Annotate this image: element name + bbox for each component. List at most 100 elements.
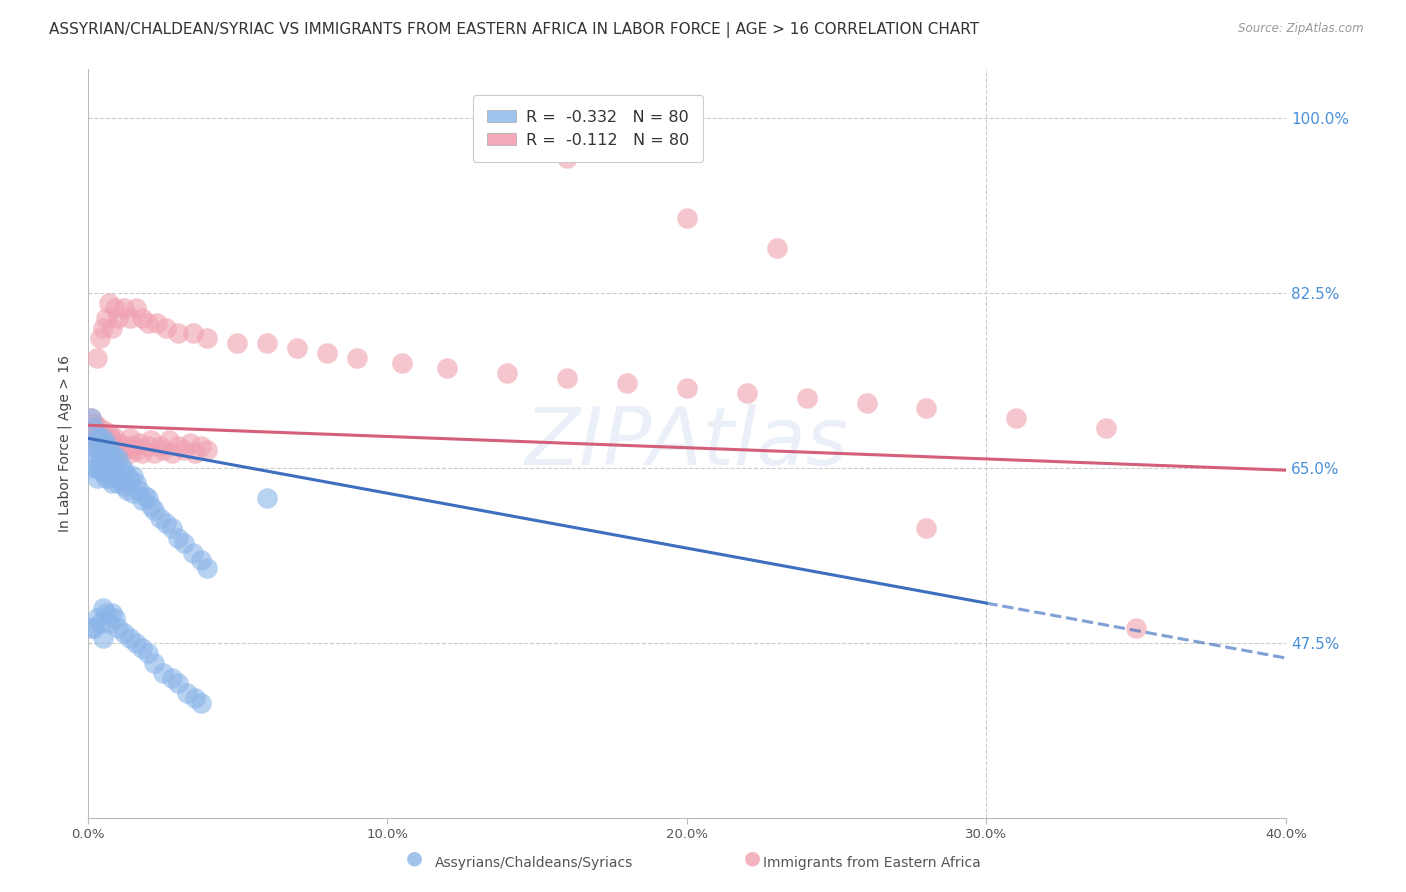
Text: ●: ● — [406, 848, 423, 867]
Point — [110, 473, 132, 487]
Point — [97, 296, 120, 310]
Point — [555, 371, 578, 385]
Point — [148, 511, 170, 525]
Point — [110, 459, 132, 474]
Point — [83, 461, 105, 475]
Point — [89, 441, 111, 455]
Point — [160, 671, 183, 685]
Point — [124, 636, 146, 650]
Point — [83, 421, 105, 435]
Point — [190, 696, 212, 710]
Point — [83, 416, 105, 430]
Point — [142, 446, 165, 460]
Point — [115, 439, 138, 453]
Point — [155, 321, 177, 335]
Point — [1005, 411, 1028, 425]
Point — [142, 503, 165, 517]
Point — [79, 411, 101, 425]
Point — [496, 366, 519, 380]
Point — [83, 431, 105, 445]
Point — [100, 434, 122, 448]
Point — [197, 331, 219, 345]
Point — [316, 346, 339, 360]
Point — [155, 516, 177, 530]
Point — [675, 381, 697, 395]
Point — [107, 451, 129, 466]
Point — [94, 311, 117, 326]
Point — [765, 241, 787, 255]
Point — [89, 451, 111, 466]
Point — [190, 553, 212, 567]
Point — [139, 499, 162, 513]
Point — [160, 446, 183, 460]
Point — [112, 479, 135, 493]
Point — [181, 326, 204, 341]
Point — [855, 396, 877, 410]
Point — [136, 316, 159, 330]
Point — [131, 641, 153, 656]
Point — [391, 356, 413, 370]
Point — [86, 471, 108, 485]
Point — [86, 441, 108, 455]
Point — [136, 491, 159, 505]
Point — [91, 439, 114, 453]
Point — [148, 439, 170, 453]
Text: Assyrians/Chaldeans/Syriacs: Assyrians/Chaldeans/Syriacs — [434, 855, 634, 870]
Point — [104, 451, 127, 466]
Point — [346, 351, 368, 366]
Point — [436, 361, 458, 376]
Point — [97, 616, 120, 631]
Point — [179, 436, 201, 450]
Point — [110, 439, 132, 453]
Point — [86, 351, 108, 366]
Point — [79, 411, 101, 425]
Point — [79, 451, 101, 466]
Point — [89, 426, 111, 441]
Point — [197, 561, 219, 575]
Point — [100, 321, 122, 335]
Point — [97, 441, 120, 455]
Text: ASSYRIAN/CHALDEAN/SYRIAC VS IMMIGRANTS FROM EASTERN AFRICA IN LABOR FORCE | AGE : ASSYRIAN/CHALDEAN/SYRIAC VS IMMIGRANTS F… — [49, 22, 980, 38]
Point — [86, 419, 108, 434]
Point — [94, 441, 117, 455]
Point — [86, 441, 108, 455]
Point — [112, 301, 135, 316]
Point — [100, 461, 122, 475]
Point — [118, 431, 141, 445]
Text: Immigrants from Eastern Africa: Immigrants from Eastern Africa — [763, 855, 980, 870]
Point — [89, 461, 111, 475]
Point — [1125, 621, 1147, 635]
Point — [124, 301, 146, 316]
Point — [616, 376, 638, 391]
Point — [91, 456, 114, 470]
Point — [97, 439, 120, 453]
Point — [100, 476, 122, 491]
Point — [121, 486, 143, 500]
Point — [112, 463, 135, 477]
Point — [131, 311, 153, 326]
Point — [107, 621, 129, 635]
Point — [134, 489, 156, 503]
Point — [166, 326, 188, 341]
Point — [115, 468, 138, 483]
Point — [139, 434, 162, 448]
Point — [118, 473, 141, 487]
Point — [86, 461, 108, 475]
Text: ●: ● — [744, 848, 761, 867]
Point — [91, 423, 114, 437]
Point — [190, 439, 212, 453]
Point — [118, 311, 141, 326]
Point — [226, 336, 249, 351]
Point — [107, 463, 129, 477]
Point — [121, 439, 143, 453]
Point — [104, 301, 127, 316]
Point — [104, 466, 127, 480]
Point — [91, 601, 114, 615]
Point — [176, 686, 198, 700]
Point — [166, 676, 188, 690]
Point — [184, 691, 207, 706]
Point — [107, 436, 129, 450]
Point — [97, 426, 120, 441]
Point — [94, 436, 117, 450]
Point — [1095, 421, 1118, 435]
